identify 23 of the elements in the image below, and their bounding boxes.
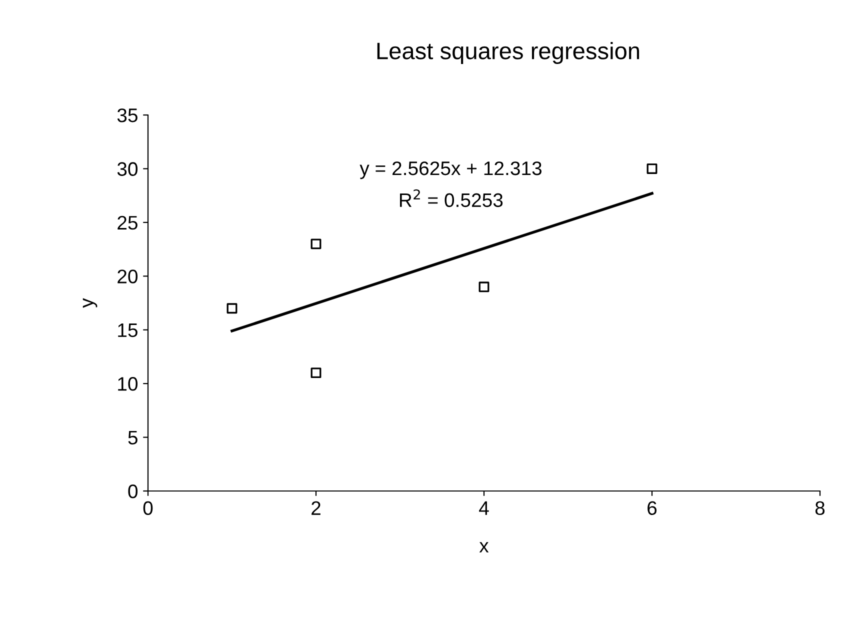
y-tick-label: 35 bbox=[117, 108, 138, 122]
x-axis-title: x bbox=[479, 542, 489, 552]
y-axis-title: y bbox=[82, 298, 98, 308]
y-tick-label: 15 bbox=[118, 324, 138, 338]
point bbox=[226, 303, 238, 314]
x-tick-label: 0 bbox=[143, 501, 153, 516]
x-tick-label: 2 bbox=[312, 501, 320, 515]
y-tick-label: 5 bbox=[128, 430, 138, 445]
point bbox=[478, 282, 490, 292]
annotation: R$^{2}$ = 0.5253 bbox=[400, 189, 503, 208]
y-tick-label: 10 bbox=[118, 377, 138, 391]
x-tick-label: 4 bbox=[479, 501, 489, 515]
point bbox=[310, 368, 322, 378]
annotation: y = 2.5625x + 12.313 bbox=[360, 161, 542, 180]
x-tick-label: 8 bbox=[815, 501, 825, 516]
y-tick-label: 0 bbox=[128, 484, 138, 498]
y-tick-label: 30 bbox=[117, 162, 138, 176]
chart-title: Least squares regression bbox=[377, 42, 640, 64]
y-tick-label: 25 bbox=[118, 216, 138, 230]
y-tick-label: 20 bbox=[118, 270, 138, 284]
point bbox=[310, 238, 322, 250]
point bbox=[646, 163, 658, 174]
x-tick-label: 6 bbox=[648, 501, 657, 516]
